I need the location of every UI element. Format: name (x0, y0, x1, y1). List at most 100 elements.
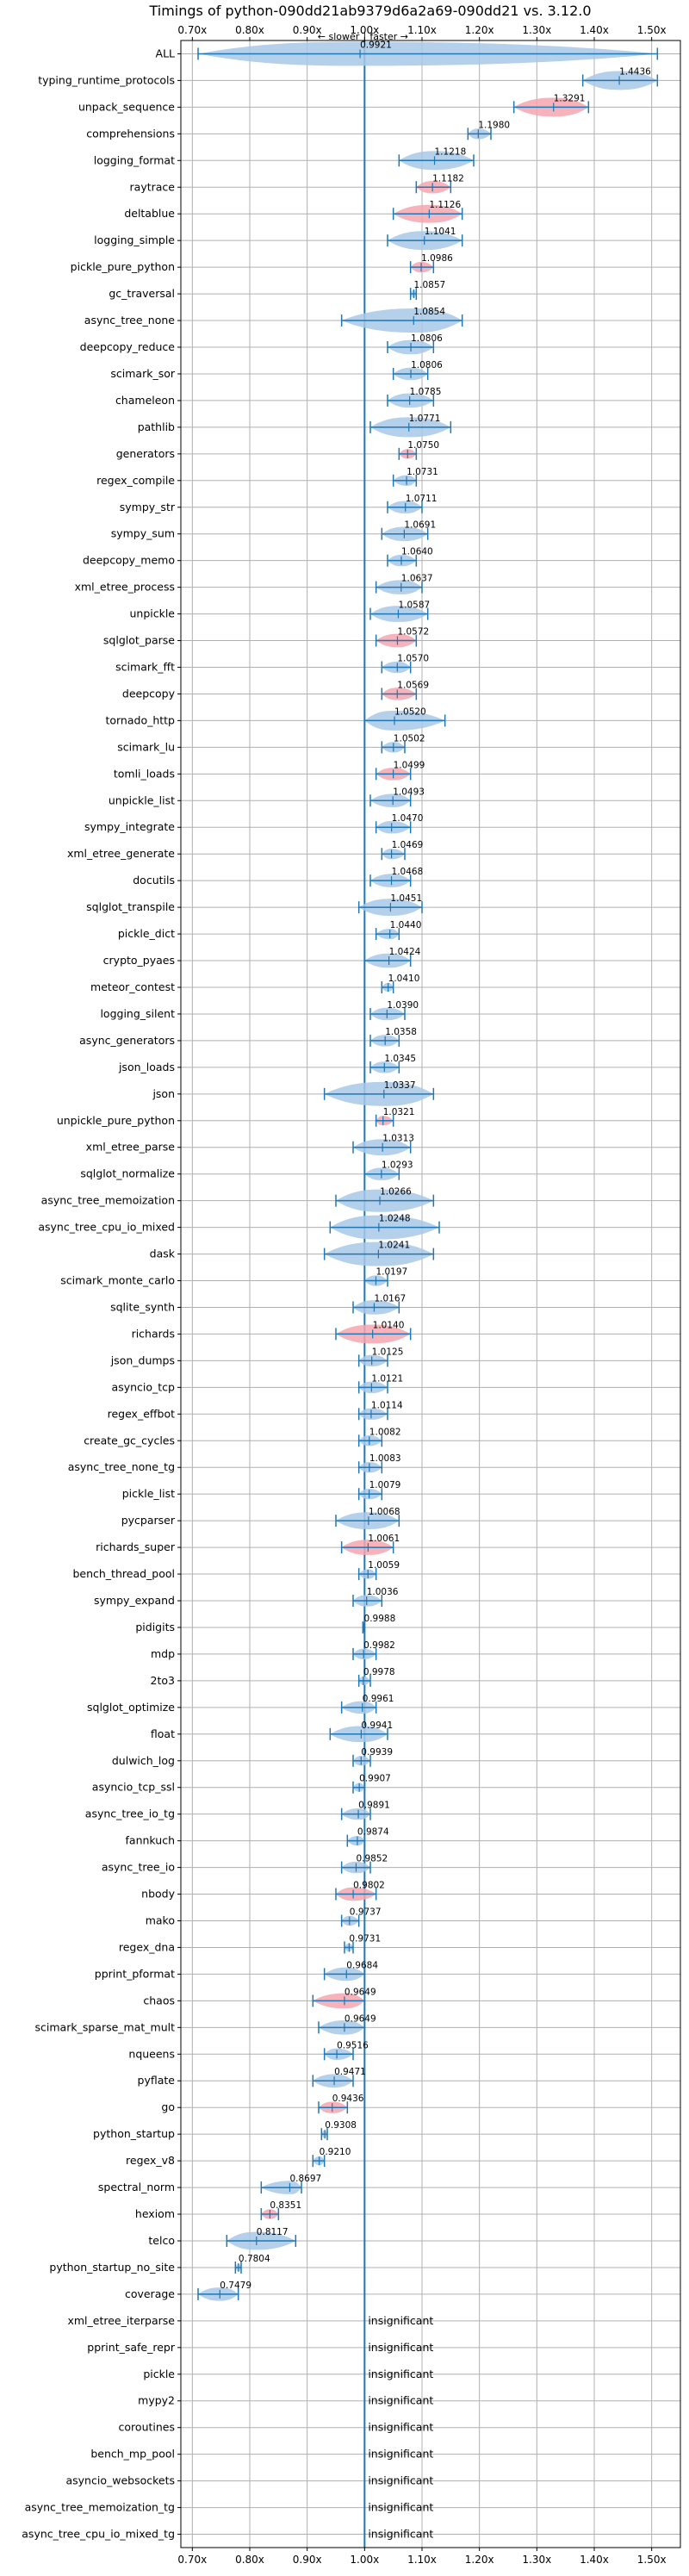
grid-layer (177, 37, 680, 2551)
value-label: 1.0410 (388, 974, 420, 984)
benchmark-label: scimark_monte_carlo (60, 1274, 175, 1287)
benchmark-label: pickle_list (122, 1487, 175, 1500)
benchmark-label: chaos (143, 1994, 175, 2007)
x-tick-label-top: 0.70x (177, 24, 207, 36)
benchmark-label: deepcopy_reduce (80, 340, 176, 353)
value-label: 0.9684 (346, 1960, 378, 1970)
benchmark-label: scimark_sor (110, 367, 175, 380)
benchmark-label: unpickle_pure_python (57, 1114, 175, 1127)
benchmark-label: crypto_pyaes (103, 954, 175, 967)
benchmark-label: create_gc_cycles (84, 1434, 175, 1447)
value-label: 1.4436 (619, 66, 651, 77)
benchmark-label: async_tree_none_tg (68, 1460, 175, 1473)
benchmark-label: async_generators (79, 1034, 175, 1047)
faster-hint: faster → (369, 31, 408, 42)
x-tick-label-top: 1.40x (580, 24, 609, 36)
x-tick-label-bottom: 1.30x (522, 2554, 551, 2566)
value-label: 0.9941 (361, 1720, 393, 1731)
benchmark-label: pprint_safe_repr (87, 2341, 176, 2354)
value-label: 1.0572 (397, 627, 429, 638)
value-label: 1.0493 (393, 787, 425, 797)
benchmark-label: deltablue (124, 207, 175, 220)
benchmark-label: json_loads (118, 1061, 175, 1073)
value-label: 0.8117 (257, 2227, 289, 2237)
benchmark-label: bench_mp_pool (90, 2448, 175, 2461)
value-label: 0.9436 (332, 2094, 364, 2104)
benchmark-label: typing_runtime_protocols (38, 73, 175, 86)
value-label: 0.9907 (359, 1774, 391, 1784)
value-label: 1.0140 (373, 1320, 405, 1330)
benchmark-label: regex_dna (119, 1940, 175, 1953)
benchmark-label: sympy_sum (111, 527, 175, 540)
benchmark-label: sqlglot_transpile (86, 900, 175, 913)
benchmark-label: regex_effbot (108, 1407, 175, 1420)
labels-layer: 0.70x 0.70x 0.80x 0.80x 0.90x 0.90x 1.00x 1.00x… (22, 24, 666, 2566)
benchmark-label: deepcopy_memo (83, 554, 175, 567)
benchmark-label: json_dumps (110, 1353, 175, 1366)
x-tick-label-top: 1.50x (637, 24, 667, 36)
benchmark-label: scimark_sparse_mat_mult (35, 2020, 176, 2033)
value-label: 1.0731 (407, 467, 438, 477)
x-tick-label-top: 1.30x (522, 24, 551, 36)
value-label: 1.0637 (401, 574, 433, 584)
value-label: 0.9649 (344, 1987, 376, 1997)
value-label: 0.7479 (220, 2280, 251, 2291)
benchmark-label: nqueens (128, 2047, 175, 2060)
benchmark-label: pathlib (138, 420, 175, 433)
x-tick-label-top: 0.90x (293, 24, 322, 36)
x-tick-label-bottom: 1.40x (580, 2554, 609, 2566)
value-label: 1.0390 (387, 1000, 419, 1011)
value-label: 0.9874 (357, 1827, 389, 1838)
value-label: 1.0569 (397, 680, 429, 690)
x-tick-label-top: 1.20x (465, 24, 494, 36)
value-label: 1.0197 (376, 1267, 407, 1278)
value-label: 1.1182 (432, 173, 464, 184)
insignificant-label: insignificant (368, 2501, 433, 2514)
value-label: 0.9939 (361, 1747, 393, 1758)
value-label: 0.9982 (363, 1640, 395, 1651)
value-label: 0.9978 (363, 1667, 395, 1677)
chart-title: Timings of python-090dd21ab9379d6a2a69-0… (148, 3, 591, 19)
benchmark-label: pycparser (121, 1514, 176, 1527)
value-label: 0.9921 (360, 40, 392, 50)
value-label: 0.9737 (350, 1907, 382, 1918)
benchmark-label: regex_compile (96, 474, 175, 487)
benchmark-label: async_tree_cpu_io_mixed (38, 1221, 175, 1234)
benchmark-label: nbody (141, 1888, 175, 1901)
value-label: 1.0036 (367, 1587, 399, 1597)
benchmark-label: spectral_norm (98, 2181, 175, 2193)
value-label: 1.0114 (371, 1400, 403, 1410)
value-label: 1.0167 (374, 1293, 406, 1304)
value-label: 0.9516 (337, 2040, 369, 2050)
value-label: 1.0806 (411, 333, 443, 344)
value-label: 0.9891 (358, 1801, 390, 1811)
benchmark-label: unpack_sequence (78, 100, 175, 113)
insignificant-label: insignificant (368, 2474, 433, 2487)
value-label: 1.0570 (397, 654, 429, 664)
x-tick-label-bottom: 0.90x (293, 2554, 322, 2566)
benchmark-label: scimark_lu (117, 740, 175, 753)
benchmark-label: meteor_contest (90, 980, 175, 993)
value-label: 1.0121 (371, 1373, 403, 1384)
slower-hint: ← slower (318, 31, 360, 42)
benchmark-label: 2to3 (151, 1674, 175, 1687)
value-label: 1.1218 (435, 146, 467, 157)
benchmark-label: mako (146, 1914, 175, 1927)
benchmark-label: logging_format (94, 153, 175, 166)
value-label: 0.8351 (270, 2200, 301, 2211)
benchmark-label: unpickle (129, 607, 175, 620)
value-label: 1.0083 (369, 1453, 401, 1464)
value-label: 0.9731 (349, 1933, 381, 1944)
benchmark-label: python_startup (93, 2127, 175, 2140)
value-label: 1.0321 (383, 1107, 415, 1117)
value-label: 1.0469 (392, 840, 424, 850)
x-tick-label-bottom: 1.10x (407, 2554, 437, 2566)
value-label: 1.0640 (401, 547, 433, 557)
value-label: 1.0520 (394, 706, 426, 717)
benchmark-label: generators (116, 447, 175, 460)
benchmark-label: sympy_str (120, 501, 176, 513)
benchmark-label: logging_silent (100, 1007, 175, 1020)
value-label: 1.0691 (404, 520, 436, 531)
benchmark-label: asyncio_tcp (112, 1380, 176, 1393)
